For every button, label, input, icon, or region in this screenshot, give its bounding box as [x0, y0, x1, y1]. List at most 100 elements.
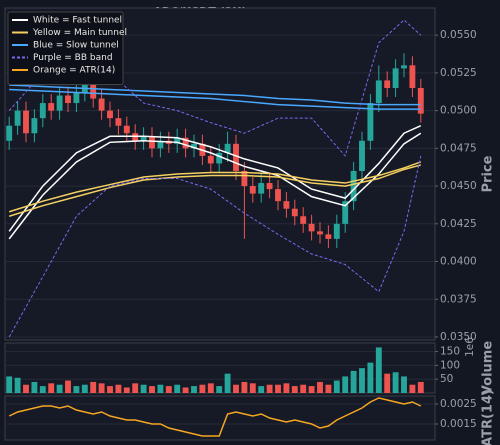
- tunnel-line: [8, 161, 422, 213]
- legend: White = Fast tunnel Yellow = Main tunnel B…: [7, 11, 127, 85]
- candle-body: [300, 216, 307, 224]
- candle-body: [317, 231, 323, 235]
- legend-label: Blue = Slow tunnel: [33, 41, 119, 51]
- y-tick-label: 0.0350: [440, 331, 477, 343]
- volume-bar: [90, 381, 97, 393]
- legend-label: Purple = BB band: [33, 53, 113, 63]
- candle-body: [409, 65, 416, 88]
- candle-body: [417, 87, 424, 114]
- volume-bar: [174, 384, 181, 393]
- volume-bar: [216, 386, 223, 393]
- candle-body: [73, 92, 80, 104]
- candle-body: [367, 103, 374, 141]
- volume-bar: [233, 384, 239, 393]
- volume-bar: [342, 376, 349, 393]
- candle-body: [401, 65, 407, 69]
- volume-bar: [224, 373, 231, 393]
- volume-bar: [308, 386, 315, 393]
- y-axis-label: Volume: [481, 341, 496, 396]
- y-tick-label: 0.0500: [440, 105, 477, 117]
- candle-body: [375, 80, 382, 104]
- y-tick-label: 0.0425: [440, 218, 477, 230]
- volume-bar: [98, 383, 105, 393]
- candle-body: [275, 189, 281, 202]
- candle-body: [241, 170, 248, 187]
- volume-bar: [48, 383, 55, 393]
- candle-body: [325, 234, 332, 239]
- volume-bar: [14, 377, 21, 393]
- volume-bar: [182, 387, 189, 393]
- legend-label: White = Fast tunnel: [33, 16, 122, 26]
- volume-bar: [409, 384, 416, 393]
- volume-bar: [115, 384, 122, 393]
- volume-bar: [207, 383, 214, 393]
- legend-box: [7, 11, 124, 85]
- candle-body: [350, 170, 357, 202]
- y-tick-label: 0.0015: [440, 418, 477, 430]
- y-tick-label: 0.0400: [440, 256, 477, 268]
- tunnel-line: [8, 19, 422, 157]
- volume-bar: [23, 384, 29, 393]
- tunnel-line: [9, 84, 421, 106]
- volume-bar: [199, 384, 206, 393]
- volume-bar: [275, 384, 281, 393]
- candle-body: [23, 110, 29, 134]
- candle-body: [359, 140, 365, 171]
- candle-body: [39, 103, 46, 119]
- candle-body: [308, 223, 315, 232]
- tunnel-line: [8, 164, 421, 217]
- volume-bar: [249, 383, 256, 393]
- volume-bar: [157, 384, 164, 393]
- y-tick-label: 0.0525: [440, 67, 477, 79]
- tunnel-line: [8, 155, 422, 338]
- volume-bar: [241, 381, 248, 393]
- volume-bar: [123, 387, 130, 393]
- volume-bar: [283, 383, 290, 393]
- tunnel-line: [9, 88, 421, 110]
- candle-body: [333, 223, 340, 239]
- candle-body: [384, 80, 391, 88]
- volume-bar: [333, 380, 340, 393]
- volume-bar: [317, 381, 323, 393]
- candle-body: [6, 125, 13, 141]
- y-tick-label: 0.0450: [440, 180, 477, 192]
- volume-bar: [39, 386, 46, 393]
- candle-body: [115, 118, 122, 126]
- volume-bar: [56, 384, 63, 393]
- volume-bar: [384, 373, 391, 393]
- volume-bar: [6, 376, 13, 393]
- tunnel-line: [8, 125, 422, 232]
- y-tick-label: 0.0550: [440, 29, 477, 41]
- candle-body: [31, 118, 38, 134]
- candle-body: [157, 140, 164, 149]
- y-axis-label: ATR(14): [481, 389, 496, 445]
- volume-bar: [149, 386, 155, 393]
- atr-line: [8, 397, 422, 437]
- candle-body: [14, 110, 21, 126]
- candle-body: [207, 155, 214, 164]
- y-tick-label: 0.0025: [440, 398, 477, 410]
- volume-bar: [132, 383, 139, 393]
- y-tick-label: 0.0375: [440, 293, 477, 305]
- volume-bar: [392, 372, 399, 393]
- candle-body: [291, 208, 298, 217]
- volume-bar: [258, 386, 265, 393]
- legend-label: Yellow = Main tunnel: [32, 28, 127, 38]
- volume-bar: [417, 381, 424, 393]
- y-tick-label: 100: [440, 359, 460, 371]
- candle-body: [191, 143, 197, 149]
- volume-bar: [73, 386, 80, 393]
- volume-bar: [300, 384, 307, 393]
- volume-bar: [107, 386, 113, 393]
- y-axis-label: Price: [481, 155, 496, 192]
- volume-bar: [325, 384, 332, 393]
- candle-body: [233, 143, 239, 171]
- volume-bar: [401, 376, 407, 393]
- volume-bar: [367, 362, 374, 393]
- y-tick-label: 150: [440, 346, 460, 358]
- candle-body: [48, 103, 55, 111]
- volume-bar: [266, 384, 273, 393]
- volume-bar: [140, 384, 147, 393]
- candle-body: [216, 152, 223, 164]
